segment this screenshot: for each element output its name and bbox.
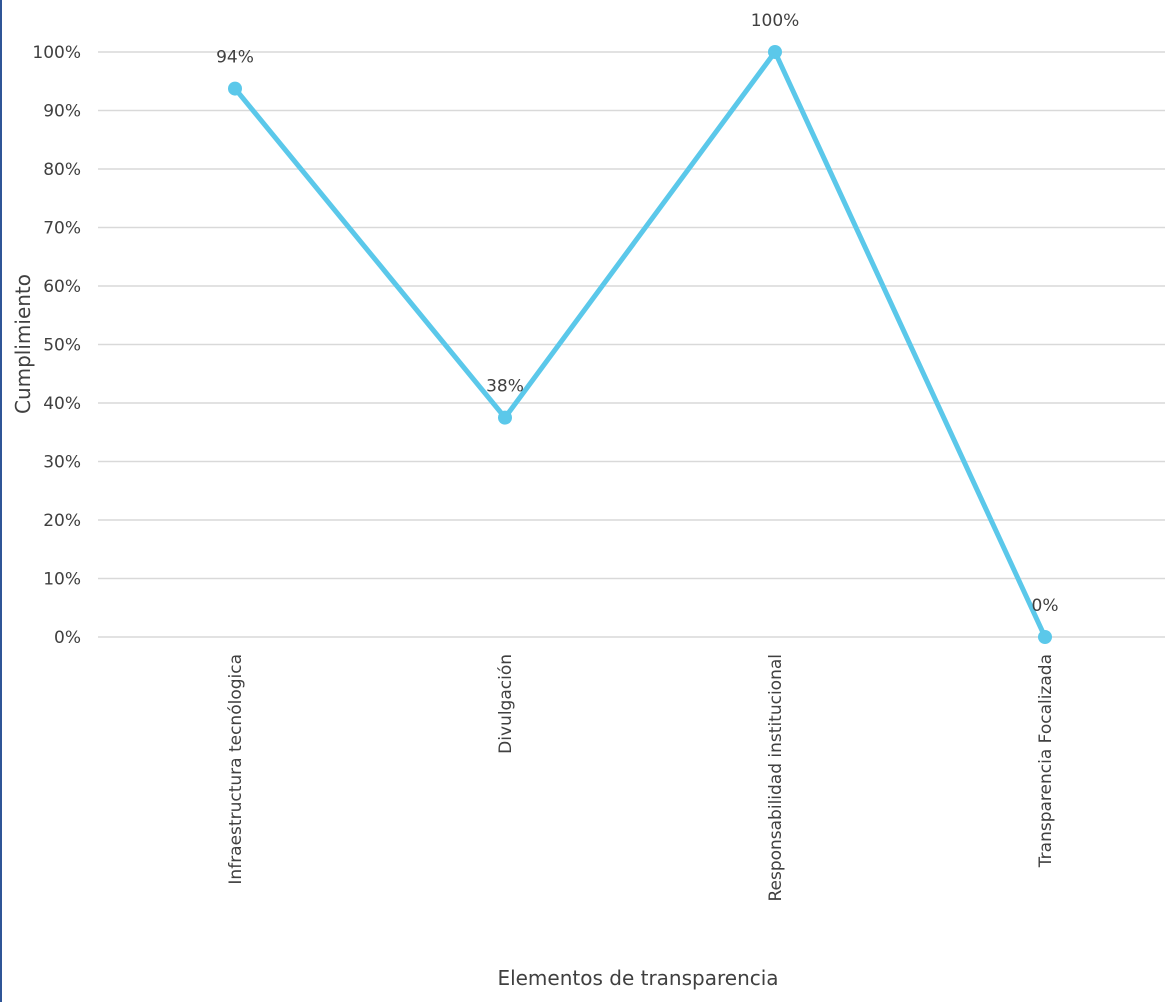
y-tick-label: 60% [43, 277, 81, 297]
x-tick-label: Divulgación [496, 654, 516, 754]
y-axis-tick-labels: 0% 10% 20% 30% 40% 50% 60% 70% 80% 90% 100% [32, 43, 81, 648]
y-tick-label: 30% [43, 453, 81, 473]
x-axis-title: Elementos de transparencia [497, 966, 778, 990]
y-tick-label: 10% [43, 570, 81, 590]
x-tick-label: Transparencia Focalizada [1036, 654, 1056, 868]
y-tick-label: 50% [43, 336, 81, 356]
y-tick-label: 80% [43, 160, 81, 180]
y-tick-label: 0% [54, 628, 81, 648]
gridlines [98, 51, 1165, 638]
y-tick-label: 40% [43, 394, 81, 414]
series-layer [228, 45, 1052, 644]
data-labels: 94% 38% 100% 0% [216, 11, 1058, 616]
y-tick-label: 100% [32, 43, 81, 63]
data-point [498, 410, 512, 425]
y-tick-label: 90% [43, 102, 81, 122]
y-axis-title: Cumplimiento [11, 274, 35, 414]
series-line [232, 49, 1048, 640]
data-label: 94% [216, 48, 254, 68]
data-label: 38% [486, 377, 524, 397]
x-tick-label: Responsabilidad institucional [766, 654, 786, 902]
x-axis-tick-labels: Infraestructura tecnólogica Divulgación Re… [226, 654, 1056, 902]
data-point [228, 81, 242, 96]
x-tick-label: Infraestructura tecnólogica [226, 654, 246, 885]
data-label: 0% [1032, 596, 1059, 616]
data-point [768, 45, 782, 59]
y-tick-label: 70% [43, 219, 81, 239]
data-label: 100% [751, 11, 800, 31]
y-tick-label: 20% [43, 511, 81, 531]
data-point [1038, 630, 1052, 644]
